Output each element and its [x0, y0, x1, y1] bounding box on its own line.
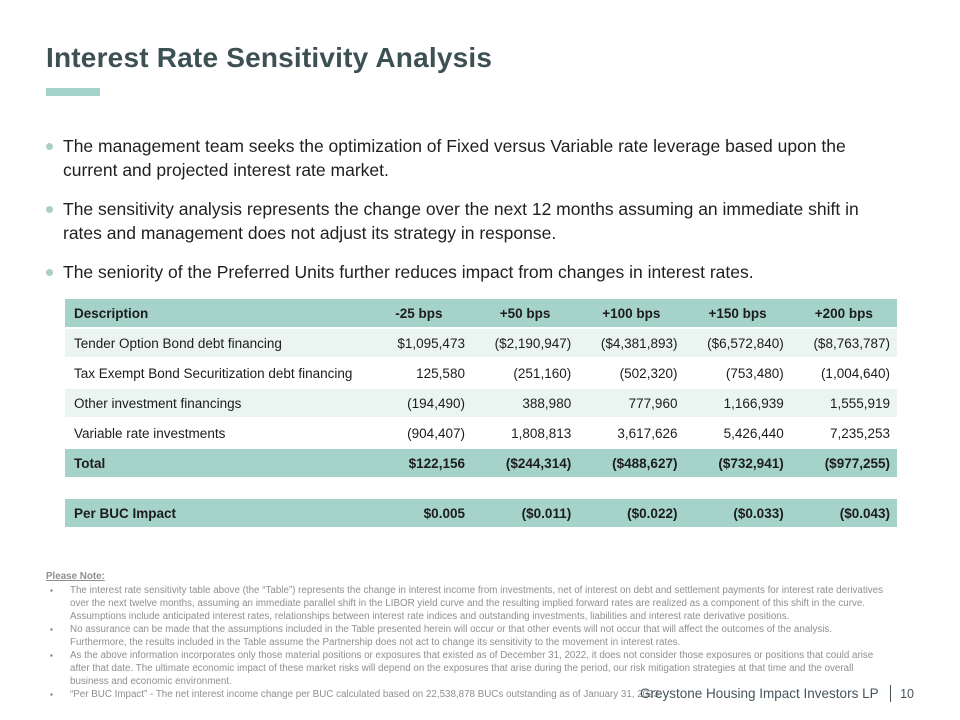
cell-value: ($2,190,947) — [471, 328, 579, 359]
cell-value: $0.005 — [365, 499, 472, 529]
cell-value: ($6,572,840) — [684, 328, 791, 359]
bullet-icon — [46, 269, 53, 276]
cell-value: (904,407) — [365, 418, 472, 449]
square-bullet-icon: ▪ — [50, 625, 53, 634]
cell-value: ($0.033) — [684, 499, 791, 529]
row-label: Other investment financings — [65, 388, 366, 419]
bullet-list: The management team seeks the optimizati… — [44, 134, 894, 299]
total-row: Total $122,156 ($244,314) ($488,627) ($7… — [65, 448, 897, 479]
cell-value: ($4,381,893) — [578, 328, 685, 359]
column-header: +200 bps — [790, 299, 897, 329]
table-row: Tax Exempt Bond Securitization debt fina… — [65, 358, 897, 389]
footnote-list: ▪ The interest rate sensitivity table ab… — [46, 584, 890, 701]
table-row: Variable rate investments (904,407) 1,80… — [65, 418, 897, 449]
cell-value: ($977,255) — [790, 448, 897, 479]
bullet-item: The sensitivity analysis represents the … — [44, 197, 894, 245]
column-header: -25 bps — [365, 299, 472, 329]
bullet-text: The management team seeks the optimizati… — [63, 136, 846, 180]
row-label: Per BUC Impact — [65, 499, 366, 529]
cell-value: 7,235,253 — [790, 418, 897, 449]
bullet-text: The sensitivity analysis represents the … — [63, 199, 859, 243]
cell-value: $1,095,473 — [365, 328, 472, 359]
column-header: +50 bps — [471, 299, 579, 329]
cell-value: 388,980 — [471, 388, 579, 419]
column-header: +150 bps — [684, 299, 791, 329]
cell-value: 1,555,919 — [790, 388, 897, 419]
square-bullet-icon: ▪ — [50, 690, 53, 699]
bullet-item: The seniority of the Preferred Units fur… — [44, 260, 894, 284]
footnote-item: ▪ As the above information incorporates … — [46, 649, 890, 688]
square-bullet-icon: ▪ — [50, 586, 53, 595]
table-row: Tender Option Bond debt financing $1,095… — [65, 328, 897, 359]
page-title: Interest Rate Sensitivity Analysis — [46, 42, 493, 73]
column-header: Description — [65, 299, 366, 329]
footnote-text: As the above information incorporates on… — [70, 650, 874, 687]
page-number: 10 — [900, 686, 914, 701]
footnote-item: ▪ No assurance can be made that the assu… — [46, 623, 890, 649]
cell-value: $122,156 — [365, 448, 472, 479]
bullet-icon — [46, 143, 53, 150]
per-buc-table-container: Per BUC Impact $0.005 ($0.011) ($0.022) … — [65, 499, 897, 529]
title-accent-bar — [46, 88, 100, 96]
bullet-text: The seniority of the Preferred Units fur… — [63, 262, 754, 282]
cell-value: ($8,763,787) — [790, 328, 897, 359]
cell-value: 1,808,813 — [471, 418, 579, 449]
cell-value: 5,426,440 — [684, 418, 791, 449]
cell-value: ($0.022) — [578, 499, 685, 529]
cell-value: 125,580 — [365, 358, 472, 389]
footnote-text: No assurance can be made that the assump… — [70, 624, 833, 648]
row-label: Variable rate investments — [65, 418, 366, 449]
footnotes-heading: Please Note: — [46, 571, 105, 582]
footnote-text: “Per BUC Impact” - The net interest inco… — [70, 689, 662, 700]
row-label: Tax Exempt Bond Securitization debt fina… — [65, 358, 366, 389]
cell-value: ($732,941) — [684, 448, 791, 479]
cell-value: ($0.043) — [790, 499, 897, 529]
footnote-text: The interest rate sensitivity table abov… — [70, 585, 884, 622]
footnotes: Please Note: ▪ The interest rate sensiti… — [46, 570, 890, 701]
cell-value: ($244,314) — [471, 448, 579, 479]
table-row: Other investment financings (194,490) 38… — [65, 388, 897, 419]
cell-value: (753,480) — [684, 358, 791, 389]
row-label: Tender Option Bond debt financing — [65, 328, 366, 359]
slide-footer: Greystone Housing Impact Investors LP 10 — [640, 685, 914, 702]
per-buc-row: Per BUC Impact $0.005 ($0.011) ($0.022) … — [65, 499, 897, 529]
cell-value: 1,166,939 — [684, 388, 791, 419]
footnote-item: ▪ “Per BUC Impact” - The net interest in… — [46, 688, 890, 701]
cell-value: (502,320) — [578, 358, 685, 389]
column-header: +100 bps — [578, 299, 685, 329]
bullet-icon — [46, 206, 53, 213]
cell-value: (251,160) — [471, 358, 579, 389]
table-header-row: Description -25 bps +50 bps +100 bps +15… — [65, 299, 897, 329]
footnote-item: ▪ The interest rate sensitivity table ab… — [46, 584, 890, 623]
sensitivity-table-container: Description -25 bps +50 bps +100 bps +15… — [65, 299, 897, 479]
cell-value: ($0.011) — [471, 499, 579, 529]
cell-value: (194,490) — [365, 388, 472, 419]
cell-value: ($488,627) — [578, 448, 685, 479]
row-label: Total — [65, 448, 366, 479]
square-bullet-icon: ▪ — [50, 651, 53, 660]
cell-value: (1,004,640) — [790, 358, 897, 389]
per-buc-table: Per BUC Impact $0.005 ($0.011) ($0.022) … — [65, 499, 897, 529]
footer-divider — [889, 685, 892, 702]
cell-value: 777,960 — [578, 388, 685, 419]
company-name: Greystone Housing Impact Investors LP — [639, 686, 879, 701]
cell-value: 3,617,626 — [578, 418, 685, 449]
sensitivity-table: Description -25 bps +50 bps +100 bps +15… — [65, 299, 897, 479]
bullet-item: The management team seeks the optimizati… — [44, 134, 894, 182]
